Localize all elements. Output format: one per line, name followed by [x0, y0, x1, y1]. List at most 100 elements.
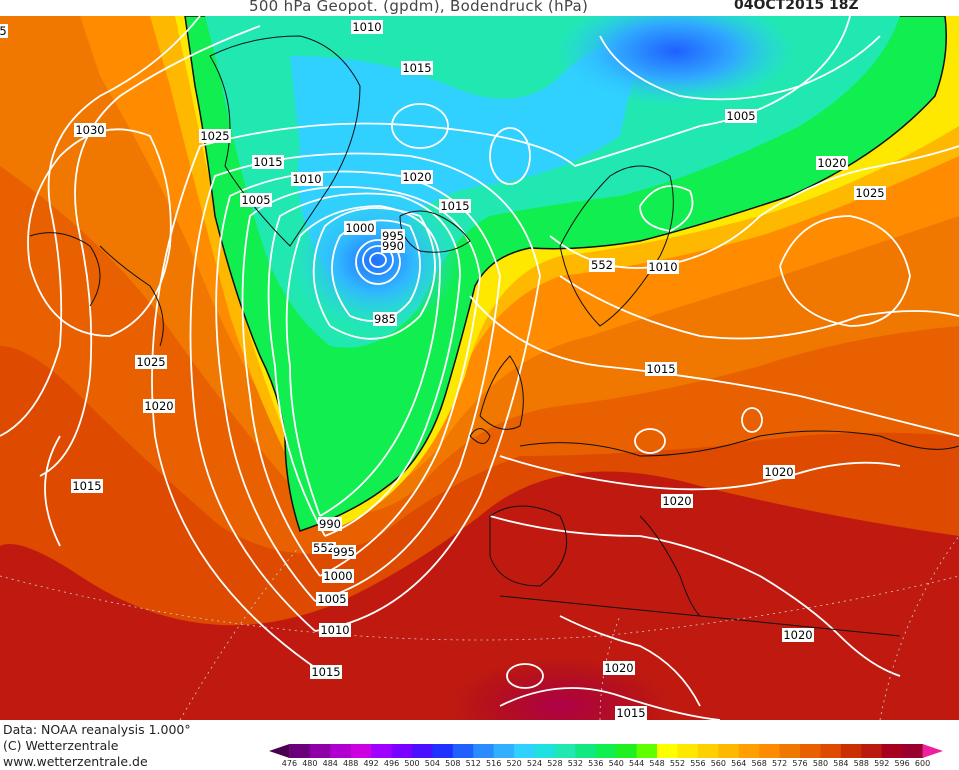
isobar-1020-iceland	[391, 103, 449, 149]
scale-swatch	[861, 744, 883, 758]
coast-italy	[639, 515, 701, 617]
isobar-label: 1025	[200, 129, 229, 143]
isobar-label: 1020	[402, 170, 431, 184]
weather-map: 1010 1015 1030 1025 1015 1010 1005 1020 …	[0, 16, 959, 720]
isobar-small-a	[634, 428, 666, 454]
isobar-995	[312, 207, 436, 340]
isobar-small-b	[741, 407, 763, 433]
coast-scandinavia	[559, 165, 674, 327]
isobar-label: 1005	[241, 193, 270, 207]
isobar-label: 1015	[616, 706, 645, 720]
scale-tick-label: 600	[914, 759, 931, 768]
scale-swatch	[534, 744, 556, 758]
isobar-1005	[215, 170, 501, 602]
isobar-1020-europe	[469, 295, 959, 437]
isobar-label: 1025	[136, 355, 165, 369]
footer-data-source: Data: NOAA reanalysis 1.000°	[3, 722, 191, 737]
scale-tick-label: 556	[690, 759, 706, 768]
scale-swatch	[432, 744, 454, 758]
isobar-label: 1020	[144, 399, 173, 413]
isobar-label: 1020	[604, 661, 633, 675]
isobar-label: 1010	[352, 20, 381, 34]
scale-tick-label: 540	[608, 759, 624, 768]
scale-swatch	[697, 744, 719, 758]
coast-ireland	[469, 428, 491, 444]
scale-tick-label: 524	[526, 759, 543, 768]
scale-swatch	[411, 744, 433, 758]
scale-tick-label: 520	[506, 759, 522, 768]
graticule	[0, 535, 959, 720]
map-title: 500 hPa Geopot. (gpdm), Bodendruck (hPa)	[249, 0, 589, 15]
color-scale-bar	[269, 744, 943, 758]
isobar-label: 990	[319, 517, 341, 531]
trough-north-fill	[555, 16, 795, 106]
scale-swatch	[759, 744, 781, 758]
isobar-1020-africa	[559, 615, 701, 707]
isobar-label: 552	[313, 541, 335, 555]
scale-tick-label: 584	[833, 759, 849, 768]
scale-swatch	[554, 744, 576, 758]
graticule-lon-c	[879, 535, 959, 720]
isobar-small-c	[506, 663, 544, 689]
map-datetime: 04OCT2015 18Z	[734, 0, 859, 13]
isobar-label: 1015	[311, 665, 340, 679]
graticule-lat-a	[0, 575, 959, 641]
scale-swatch	[738, 744, 760, 758]
scale-tick-label: 484	[322, 759, 338, 768]
map-canvas: 1010 1015 1030 1025 1015 1010 1005 1020 …	[0, 16, 959, 720]
scale-tick-label: 488	[343, 759, 359, 768]
isobar-label: 1010	[320, 623, 349, 637]
isobar-label: 1000	[345, 221, 374, 235]
isobar-1015-europe	[559, 275, 959, 340]
isobar-label: 1015	[646, 362, 675, 376]
scale-swatch	[616, 744, 638, 758]
scale-swatch	[902, 744, 924, 758]
title-bar: 500 hPa Geopot. (gpdm), Bodendruck (hPa)…	[0, 0, 959, 16]
isobar-1025-west	[0, 16, 201, 437]
scale-tick-label: 504	[424, 759, 441, 768]
scale-tick-label: 480	[302, 759, 318, 768]
scale-swatch	[636, 744, 658, 758]
scale-tick-label: 588	[853, 759, 869, 768]
isobar-1015-west	[44, 435, 61, 547]
isobar-1010-east	[549, 145, 959, 269]
scale-tick-label: 592	[874, 759, 890, 768]
isobar-label: 1020	[817, 156, 846, 170]
scale-swatch	[677, 744, 699, 758]
isobar-label: 1015	[440, 199, 469, 213]
isobar-label: 1020	[764, 465, 793, 479]
low-center-fill	[290, 191, 460, 331]
isobar-985	[355, 239, 401, 285]
scale-tick-label: 492	[363, 759, 379, 768]
coast-hudson	[99, 245, 164, 347]
coast-iceland	[399, 210, 471, 253]
scale-swatch	[800, 744, 821, 758]
isobar-1020-central	[499, 455, 901, 491]
coast-greenland	[209, 35, 361, 247]
isobar-label: 995	[333, 545, 355, 559]
isobar-scand-low	[639, 185, 694, 232]
isobar-980-b	[362, 245, 394, 275]
scale-swatch	[840, 744, 862, 758]
isobar-label: 1030	[75, 123, 104, 137]
isobar-1005-north	[599, 35, 881, 101]
scale-tick-label: 560	[710, 759, 726, 768]
isobar-label: 1000	[323, 569, 352, 583]
footer-website: www.wetterzentrale.de	[3, 754, 148, 769]
coast-britain	[479, 355, 524, 430]
isobar-995-long	[267, 192, 461, 537]
coast-canada	[29, 232, 101, 307]
scale-swatch	[820, 744, 842, 758]
isobar-label: 995	[382, 229, 404, 243]
scale-tick-label: 496	[383, 759, 400, 768]
scale-swatch	[391, 744, 413, 758]
isobar-label: 1010	[648, 260, 677, 274]
scale-tick-label: 564	[731, 759, 747, 768]
scale-swatch	[473, 744, 495, 758]
scale-tick-label: 476	[281, 759, 298, 768]
isobar-1015-africa	[499, 687, 721, 720]
scale-tick-label: 544	[628, 759, 645, 768]
isobar-980-a	[369, 252, 387, 268]
scale-swatch	[309, 744, 331, 758]
footer: Data: NOAA reanalysis 1.000° (C) Wetterz…	[0, 720, 959, 770]
